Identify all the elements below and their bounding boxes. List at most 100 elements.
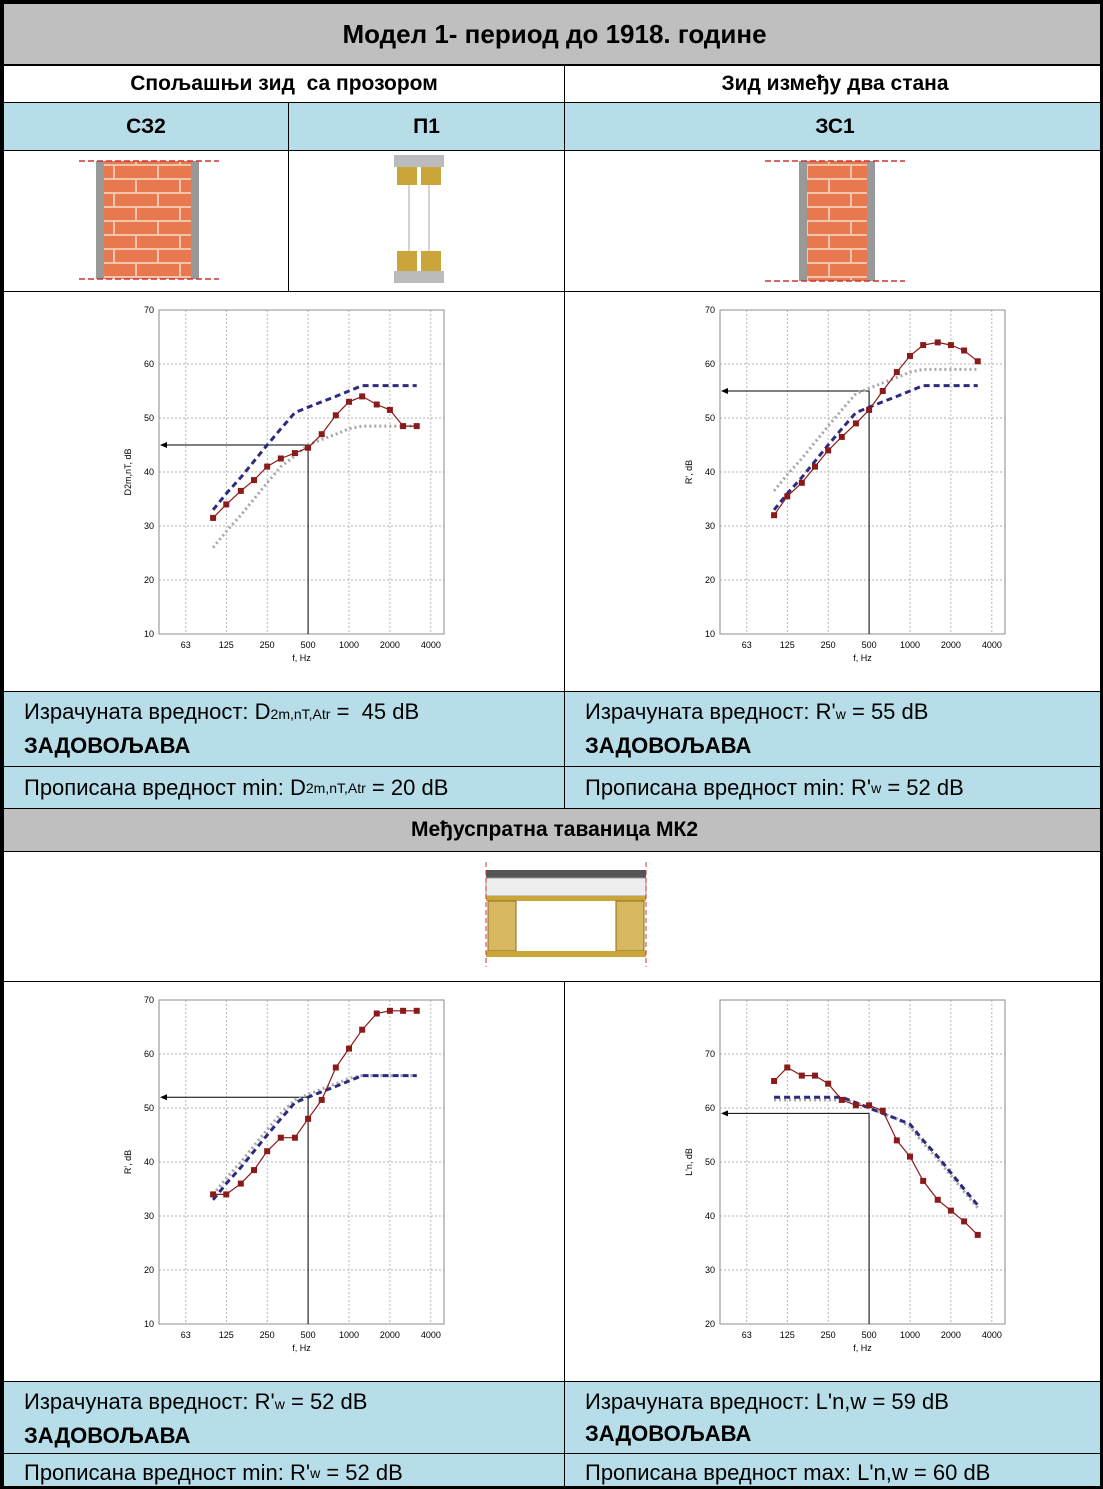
series-line — [772, 384, 978, 511]
y-tick-label: 40 — [705, 1211, 715, 1221]
label: Израчуната вредност: — [585, 699, 810, 724]
data-point — [210, 514, 217, 521]
x-tick-label: 500 — [862, 1330, 877, 1340]
x-axis-title: f, Hz — [853, 653, 872, 663]
label: Прописана вредност max: — [585, 1459, 851, 1485]
subscript: w — [835, 706, 846, 722]
y-tick-label: 70 — [144, 305, 154, 315]
image-cell — [564, 150, 1100, 292]
data-point — [318, 1096, 325, 1103]
data-point — [812, 463, 818, 470]
title: Модел 1- период до 1918. године — [342, 18, 767, 49]
y-tick-label: 10 — [705, 629, 715, 639]
x-tick-label: 63 — [181, 640, 191, 650]
y-tick-label: 50 — [705, 1157, 715, 1167]
subscript: w — [310, 1464, 321, 1481]
code: П1 — [413, 114, 440, 138]
y-axis-title: L'n, dB — [684, 1148, 694, 1176]
data-point — [413, 423, 420, 430]
data-point — [879, 388, 886, 394]
data-point — [264, 463, 271, 470]
x-tick-label: 250 — [260, 1330, 275, 1340]
y-tick-label: 10 — [144, 1319, 154, 1329]
chart-cell: 10 20 30 40 50 60 70 63 125 250 500 1000 2000 4000 f, … — [3, 291, 565, 692]
section-heading: Међуспратна таваница МК2 — [410, 818, 699, 841]
label: Прописана вредност min: — [24, 1459, 284, 1485]
data-point — [961, 1218, 968, 1225]
data-point — [907, 1153, 913, 1160]
symbol: R' — [851, 774, 872, 800]
data-point — [907, 352, 913, 359]
data-point — [893, 369, 900, 376]
y-tick-label: 60 — [705, 1103, 715, 1113]
rating-arrowhead — [160, 442, 167, 448]
y-tick-label: 20 — [144, 575, 154, 585]
data-point — [934, 339, 941, 346]
y-tick-label: 40 — [144, 467, 154, 477]
chart-cell: 20 30 40 50 60 70 63 125 250 500 1000 2000 4000 f, Hz… — [564, 981, 1100, 1382]
data-point — [386, 1007, 393, 1014]
symbol: R' — [815, 699, 836, 724]
data-point — [400, 423, 407, 430]
result-cell: Израчуната вредност: L'n,w = 59 dB ЗАДОВ… — [564, 1381, 1100, 1454]
title-cell: Модел 1- период до 1918. године — [3, 3, 1100, 65]
value: = 60 dB — [913, 1459, 991, 1485]
subscript: 2m,nT,Atr — [305, 779, 366, 796]
symbol: L'n,w — [815, 1389, 867, 1414]
data-point — [961, 347, 968, 354]
x-tick-label: 250 — [821, 1330, 836, 1340]
label: Израчуната вредност: — [24, 699, 249, 724]
y-tick-label: 70 — [705, 1049, 715, 1059]
data-point — [784, 493, 791, 500]
x-tick-label: 4000 — [421, 640, 441, 650]
image-cell — [3, 150, 289, 292]
y-tick-label: 50 — [144, 413, 154, 423]
plot-area — [719, 309, 1006, 635]
computed-value: Израчуната вредност: D2m,nT,Atr = 45 dB — [24, 696, 419, 730]
data-point — [305, 1115, 312, 1122]
x-tick-label: 63 — [742, 1330, 752, 1340]
verdict: ЗАДОВОЉАВА — [24, 1423, 191, 1448]
verdict: ЗАДОВОЉАВА — [585, 1421, 752, 1446]
verdict: ЗАДОВОЉАВА — [585, 733, 752, 758]
plot-area — [158, 309, 445, 635]
data-point — [210, 1191, 217, 1198]
y-tick-label: 70 — [144, 995, 154, 1005]
x-tick-label: 2000 — [941, 1330, 961, 1340]
y-tick-label: 60 — [144, 1049, 154, 1059]
data-point — [771, 512, 778, 519]
subscript: 2m,nT,Atr — [270, 706, 331, 722]
result-cell: Израчуната вредност: R'w = 52 dB ЗАДОВОЉ… — [3, 1381, 565, 1454]
result-cell: Израчуната вредност: D2m,nT,Atr = 45 dB … — [3, 691, 565, 767]
data-point — [264, 1148, 271, 1155]
x-tick-label: 1000 — [900, 640, 920, 650]
x-tick-label: 500 — [301, 1330, 316, 1340]
data-point — [893, 1137, 900, 1144]
floor-drawing — [485, 862, 647, 967]
data-point — [413, 1007, 420, 1014]
data-point — [825, 1080, 832, 1087]
label: Израчуната вредност: — [24, 1389, 249, 1414]
y-tick-label: 60 — [144, 359, 154, 369]
x-tick-label: 125 — [219, 640, 234, 650]
data-point — [974, 1231, 981, 1238]
code-cell: СЗ2 — [3, 102, 289, 151]
series-line — [773, 1066, 979, 1236]
data-point — [346, 398, 352, 405]
data-point — [373, 1010, 380, 1017]
data-point — [223, 501, 230, 508]
chart: 10 20 30 40 50 60 70 63 125 250 500 1000 2000 4000 f, … — [684, 305, 1006, 663]
y-tick-label: 10 — [144, 629, 154, 639]
x-tick-label: 125 — [780, 1330, 795, 1340]
result-cell: Израчуната вредност: R'w = 55 dB ЗАДОВОЉ… — [564, 691, 1100, 767]
data-point — [277, 1134, 284, 1141]
data-point — [947, 342, 954, 349]
data-point — [947, 1207, 954, 1214]
x-tick-label: 500 — [301, 640, 316, 650]
data-point — [291, 1134, 298, 1141]
required-cell: Прописана вредност max: L'n,w = 60 dB — [564, 1453, 1100, 1486]
x-axis-title: f, Hz — [853, 1343, 872, 1353]
data-point — [771, 1078, 778, 1084]
data-point — [798, 1072, 805, 1079]
y-tick-label: 30 — [705, 1265, 715, 1275]
